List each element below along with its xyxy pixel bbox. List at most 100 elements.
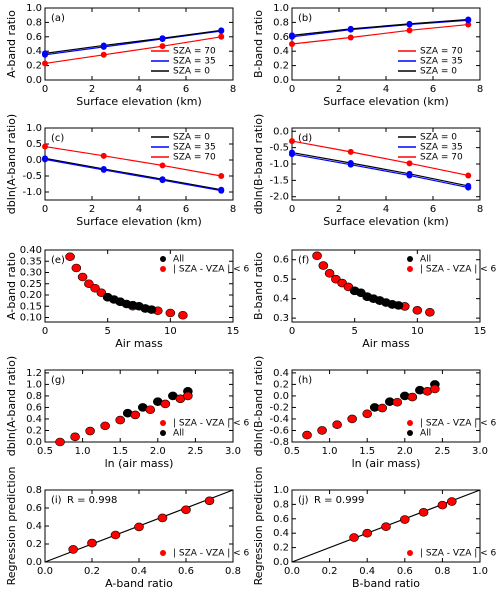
y-tick-label: 0.8 [26,485,42,496]
x-tick-label: 8 [477,204,483,215]
legend-label: SZA = 0 [173,67,210,77]
point [87,538,97,548]
point [115,415,125,425]
panel-label: (d) [298,133,312,144]
y-tick-label: 0.0 [26,437,42,448]
point [317,426,327,435]
point [289,41,295,47]
y-tick-label: 0.0 [273,557,289,568]
legend-swatch [407,550,413,556]
legend-swatch [407,420,413,426]
point [42,143,48,150]
point [347,414,357,424]
point [204,496,215,506]
x-tick-label: 1.0 [322,446,338,457]
legend-label: SZA = 0 [420,133,457,143]
y-tick-label: 0.6 [26,503,42,514]
legend-swatch [160,420,166,426]
point [406,20,413,27]
point [362,528,373,538]
y-tick-label: 0.5 [26,139,42,150]
point [324,269,335,278]
point [71,263,82,273]
point [181,505,191,515]
y-tick-label: 0.0 [273,75,289,86]
point [392,397,403,407]
legend-swatch [160,266,166,272]
series-line [291,18,469,36]
point [218,173,225,179]
y-tick-label: 0.0 [26,155,42,166]
point [406,160,413,167]
x-tick-label: 2 [89,204,95,215]
series-line [44,158,222,192]
x-tick-label: 8 [230,204,236,215]
point [145,405,156,415]
y-tick-label: 0.10 [20,313,42,324]
point [70,432,80,442]
y-tick-label: 0.4 [273,294,289,305]
x-tick-label: 0.6 [397,566,413,577]
y-tick-label: 0.20 [20,290,42,301]
y-tick-label: 0.0 [26,557,42,568]
legend-label: SZA = 70 [173,47,216,57]
y-tick-label: 0.5 [273,274,289,285]
legend-label: SZA = 0 [173,133,210,143]
panel-label: (h) [298,375,312,386]
y-tick-label: -0.5 [269,143,289,154]
point [406,172,413,179]
y-tick-label: 0.3 [273,313,289,324]
legend-label: All [420,429,431,439]
y-tick-label: 0.6 [26,402,42,413]
point [77,272,88,282]
y-tick-label: -1.0 [269,159,289,170]
point [84,279,94,289]
x-tick-label: 1.0 [472,566,488,577]
point [100,42,107,49]
x-tick-label: 3.0 [472,446,488,457]
point [393,301,404,310]
y-tick-label: 0.15 [20,301,42,312]
x-tick-label: 2.5 [434,446,450,457]
point [183,391,193,401]
point [302,430,312,440]
x-tick-label: 1.5 [359,446,375,457]
y-tick-label: 1.0 [273,485,289,496]
point [289,138,295,145]
point [55,437,65,447]
panel-label: (g) [51,375,65,386]
x-axis-label: B-band ratio [352,577,420,590]
point [42,60,48,67]
y-tick-label: -0.5 [22,171,42,182]
point [347,161,354,168]
legend-label: All [173,255,184,265]
legend-label: SZA = 70 [173,153,216,163]
x-tick-label: 0.4 [131,566,147,577]
x-axis-label: A-band ratio [105,577,173,590]
point [332,420,342,430]
x-axis-label: Surface elevation (km) [323,95,448,108]
series-line [291,140,469,177]
legend-swatch [407,256,413,262]
panel-label: (i) [51,495,62,506]
y-tick-label: 0.0 [26,75,42,86]
point [96,288,107,298]
x-tick-label: 6 [183,204,189,215]
point [437,500,448,510]
legend-label: All [420,255,431,265]
annotation: R = 0.999 [314,495,364,506]
point [90,283,100,293]
point [465,21,472,28]
y-tick-label: -0.8 [269,437,289,448]
panel-label: (c) [51,133,64,144]
x-tick-label: 5 [104,326,110,337]
x-axis-label: Air mass [115,337,163,350]
legend-swatch [407,430,413,436]
y-axis-label: dbln(A-band ratio) [5,114,18,214]
point [465,16,472,23]
point [157,513,168,523]
y-tick-label: 0.6 [273,32,289,43]
series-line [291,151,469,187]
point [312,251,322,261]
